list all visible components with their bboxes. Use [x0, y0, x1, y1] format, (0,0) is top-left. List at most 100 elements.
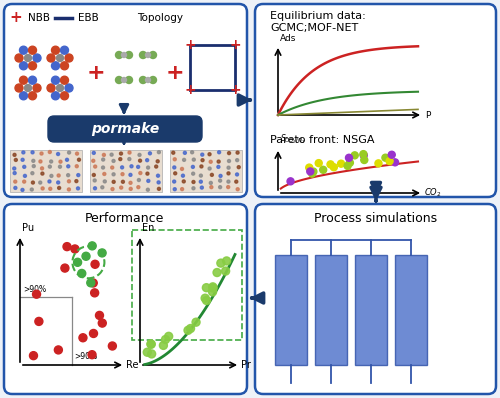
Circle shape [60, 76, 68, 84]
Text: $CO_2$: $CO_2$ [424, 187, 442, 199]
Circle shape [68, 188, 70, 191]
Circle shape [192, 158, 196, 161]
Circle shape [180, 168, 184, 170]
Circle shape [148, 350, 156, 358]
Bar [190, 45, 235, 90]
Circle shape [126, 76, 132, 84]
Circle shape [228, 152, 230, 154]
Circle shape [382, 154, 389, 161]
Text: Pareto front: NSGA: Pareto front: NSGA [270, 135, 374, 145]
Circle shape [208, 153, 211, 156]
Circle shape [31, 151, 34, 154]
Circle shape [218, 151, 220, 154]
Circle shape [128, 151, 131, 154]
Circle shape [93, 179, 96, 182]
Circle shape [226, 185, 230, 189]
Circle shape [20, 76, 28, 84]
Circle shape [96, 311, 104, 320]
Circle shape [351, 152, 358, 159]
Text: +: + [86, 63, 106, 83]
Circle shape [47, 54, 55, 62]
Circle shape [122, 53, 126, 57]
Circle shape [346, 159, 354, 166]
Circle shape [13, 167, 16, 170]
Text: Pu: Pu [22, 223, 34, 233]
Circle shape [112, 160, 115, 162]
Circle shape [184, 326, 192, 334]
Circle shape [146, 78, 150, 82]
Circle shape [138, 153, 141, 156]
Circle shape [174, 172, 176, 175]
Circle shape [200, 180, 202, 183]
Circle shape [92, 174, 96, 176]
Circle shape [338, 160, 344, 167]
Circle shape [31, 172, 34, 175]
Circle shape [202, 297, 210, 304]
Circle shape [130, 165, 133, 168]
Circle shape [58, 165, 61, 168]
Circle shape [59, 160, 62, 163]
Circle shape [40, 152, 43, 155]
Circle shape [158, 187, 160, 190]
Circle shape [65, 54, 73, 62]
Circle shape [192, 187, 195, 190]
Circle shape [306, 164, 312, 171]
Circle shape [146, 166, 150, 169]
Circle shape [227, 166, 230, 169]
Circle shape [344, 162, 351, 170]
Circle shape [201, 294, 209, 302]
Bar [275, 255, 307, 365]
Circle shape [287, 178, 294, 185]
Circle shape [147, 340, 155, 348]
Circle shape [237, 166, 240, 169]
Circle shape [200, 186, 203, 189]
Circle shape [108, 342, 116, 350]
Circle shape [218, 185, 222, 189]
Circle shape [140, 51, 146, 59]
Circle shape [140, 76, 146, 84]
Circle shape [101, 186, 104, 189]
Circle shape [23, 165, 26, 168]
Text: +: + [229, 38, 241, 52]
Circle shape [92, 151, 96, 154]
Circle shape [320, 166, 326, 173]
Circle shape [235, 180, 238, 183]
Circle shape [392, 159, 398, 166]
Text: +: + [184, 38, 196, 52]
Circle shape [308, 170, 316, 177]
Circle shape [116, 76, 122, 84]
Circle shape [60, 46, 68, 54]
Circle shape [98, 319, 106, 327]
Text: $S_{CO_2/N_2}$: $S_{CO_2/N_2}$ [280, 133, 305, 146]
Circle shape [78, 269, 86, 277]
Circle shape [201, 153, 204, 156]
Circle shape [110, 153, 113, 156]
Circle shape [66, 158, 68, 161]
Circle shape [41, 187, 44, 190]
Circle shape [138, 159, 141, 162]
Circle shape [40, 167, 43, 170]
FancyBboxPatch shape [255, 4, 496, 197]
Circle shape [210, 185, 213, 189]
Circle shape [148, 152, 152, 155]
Text: EBB: EBB [78, 13, 99, 23]
Circle shape [346, 154, 352, 161]
Circle shape [14, 186, 17, 189]
Circle shape [60, 92, 68, 100]
Circle shape [146, 172, 149, 175]
Circle shape [88, 242, 96, 250]
Circle shape [104, 180, 106, 183]
Circle shape [76, 152, 78, 155]
Circle shape [236, 173, 238, 176]
Circle shape [13, 172, 16, 175]
FancyBboxPatch shape [255, 204, 496, 394]
Circle shape [139, 172, 142, 175]
Circle shape [173, 166, 176, 169]
Circle shape [192, 172, 194, 175]
Circle shape [200, 174, 202, 177]
Circle shape [209, 160, 212, 163]
Circle shape [162, 336, 170, 343]
Circle shape [54, 346, 62, 354]
Circle shape [126, 51, 132, 59]
Circle shape [120, 186, 122, 189]
